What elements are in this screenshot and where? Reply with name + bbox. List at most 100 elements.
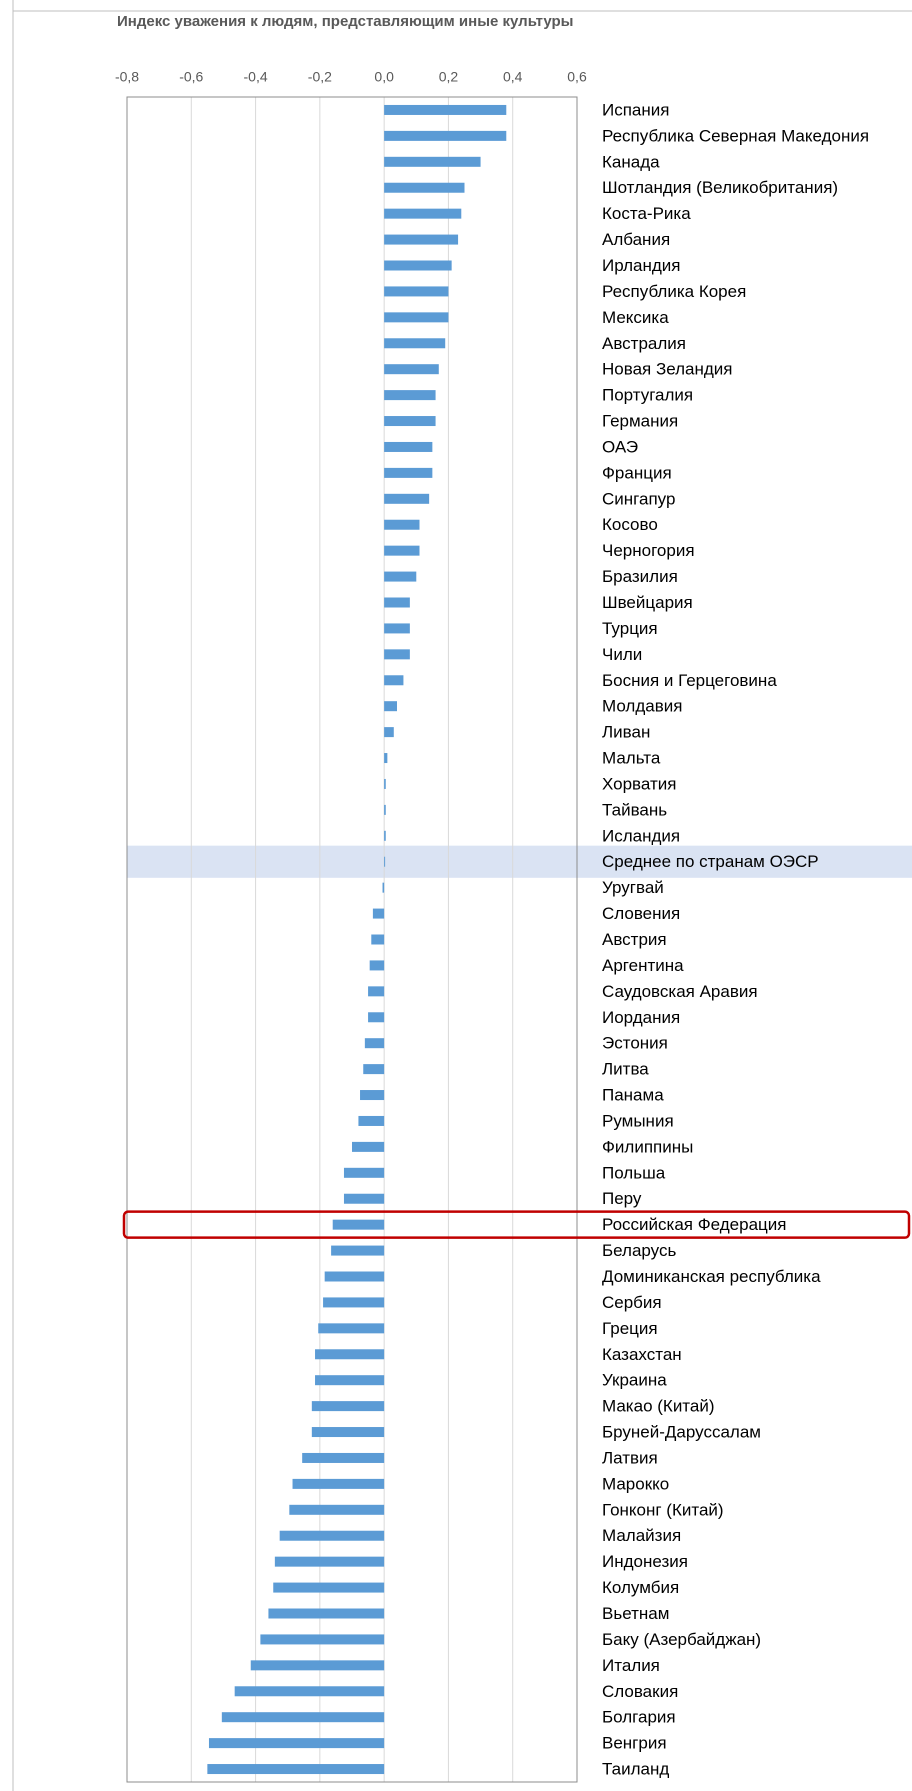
bar (384, 234, 459, 245)
bar (311, 1427, 385, 1438)
bar (358, 1115, 385, 1126)
category-label: Панама (602, 1086, 664, 1105)
bar (384, 130, 507, 141)
bar (384, 519, 420, 530)
category-label: Исландия (602, 826, 680, 845)
bar (332, 1219, 385, 1230)
bar (318, 1323, 385, 1334)
category-label: Республика Корея (602, 282, 746, 301)
bar (384, 338, 446, 349)
category-label: Словения (602, 904, 680, 923)
category-label: Колумбия (602, 1578, 679, 1597)
bar (384, 753, 388, 764)
category-label: Мексика (602, 308, 669, 327)
category-label: Украина (602, 1371, 667, 1390)
category-label: Гонконг (Китай) (602, 1500, 724, 1519)
bar (331, 1245, 385, 1256)
x-tick-label: -0,4 (244, 69, 268, 85)
bar (302, 1452, 385, 1463)
category-label: Румыния (602, 1111, 674, 1130)
bar (384, 649, 410, 660)
category-label: Марокко (602, 1474, 669, 1493)
x-tick-label: 0,2 (439, 69, 459, 85)
category-label: Доминиканская республика (602, 1267, 821, 1286)
category-label: Германия (602, 412, 678, 431)
category-label: Босния и Герцеговина (602, 671, 777, 690)
bar (343, 1167, 385, 1178)
category-label: Таиланд (602, 1760, 669, 1779)
category-label: Польша (602, 1163, 666, 1182)
bar (384, 390, 436, 401)
bar (384, 571, 417, 582)
category-label: Эстония (602, 1034, 668, 1053)
bar (315, 1349, 385, 1360)
category-label: Греция (602, 1319, 658, 1338)
bar (384, 675, 404, 686)
category-label: Новая Зеландия (602, 360, 733, 379)
bar (368, 1012, 385, 1023)
bar (279, 1530, 385, 1541)
bar (384, 364, 439, 375)
category-label: Франция (602, 463, 672, 482)
x-tick-label: -0,8 (115, 69, 139, 85)
category-label: Среднее по странам ОЭСР (602, 852, 819, 871)
plot-border (126, 96, 578, 1783)
category-label: Словакия (602, 1682, 678, 1701)
category-label: Португалия (602, 386, 693, 405)
category-label: Молдавия (602, 697, 682, 716)
bar (207, 1764, 385, 1775)
category-label: Малайзия (602, 1526, 681, 1545)
bar (208, 1738, 385, 1749)
category-label: Латвия (602, 1448, 658, 1467)
category-label: Албания (602, 230, 670, 249)
category-label: Италия (602, 1656, 660, 1675)
x-tick-label: 0,4 (503, 69, 523, 85)
bar (343, 1193, 385, 1204)
bar (384, 804, 386, 815)
bar (384, 260, 452, 271)
category-label: Коста-Рика (602, 204, 691, 223)
category-label: Аргентина (602, 956, 684, 975)
category-label: Литва (602, 1060, 649, 1079)
category-label: Ливан (602, 723, 650, 742)
category-label: Макао (Китай) (602, 1397, 715, 1416)
category-label: Сербия (602, 1293, 662, 1312)
bar (384, 856, 386, 867)
category-label: Косово (602, 515, 658, 534)
category-label: Мальта (602, 749, 661, 768)
bar (384, 104, 507, 115)
category-label: Республика Северная Македония (602, 126, 869, 145)
bar (384, 597, 410, 608)
bar (384, 156, 481, 167)
category-label: Баку (Азербайджан) (602, 1630, 761, 1649)
bar (384, 727, 394, 738)
category-label: Болгария (602, 1708, 676, 1727)
bar (315, 1375, 385, 1386)
category-label: Казахстан (602, 1345, 682, 1364)
bar (384, 701, 397, 712)
bar (371, 934, 385, 945)
bar (311, 1401, 385, 1412)
category-label: Венгрия (602, 1734, 667, 1753)
bar (260, 1634, 385, 1645)
category-label: Уругвай (602, 878, 664, 897)
bar (384, 182, 465, 193)
bar (364, 1038, 385, 1049)
bar (360, 1090, 385, 1101)
bar (323, 1297, 385, 1308)
category-label: Шотландия (Великобритания) (602, 178, 838, 197)
category-label: Сингапур (602, 489, 675, 508)
x-tick-label: 0,6 (567, 69, 587, 85)
x-tick-label: -0,2 (308, 69, 332, 85)
category-label: Вьетнам (602, 1604, 669, 1623)
bar (289, 1504, 385, 1515)
bar (250, 1660, 385, 1671)
outline-box (122, 1210, 911, 1239)
bar (352, 1141, 385, 1152)
bar (372, 908, 385, 919)
category-label: Австралия (602, 334, 686, 353)
category-label: Канада (602, 152, 660, 171)
x-tick-label: -0,6 (179, 69, 203, 85)
